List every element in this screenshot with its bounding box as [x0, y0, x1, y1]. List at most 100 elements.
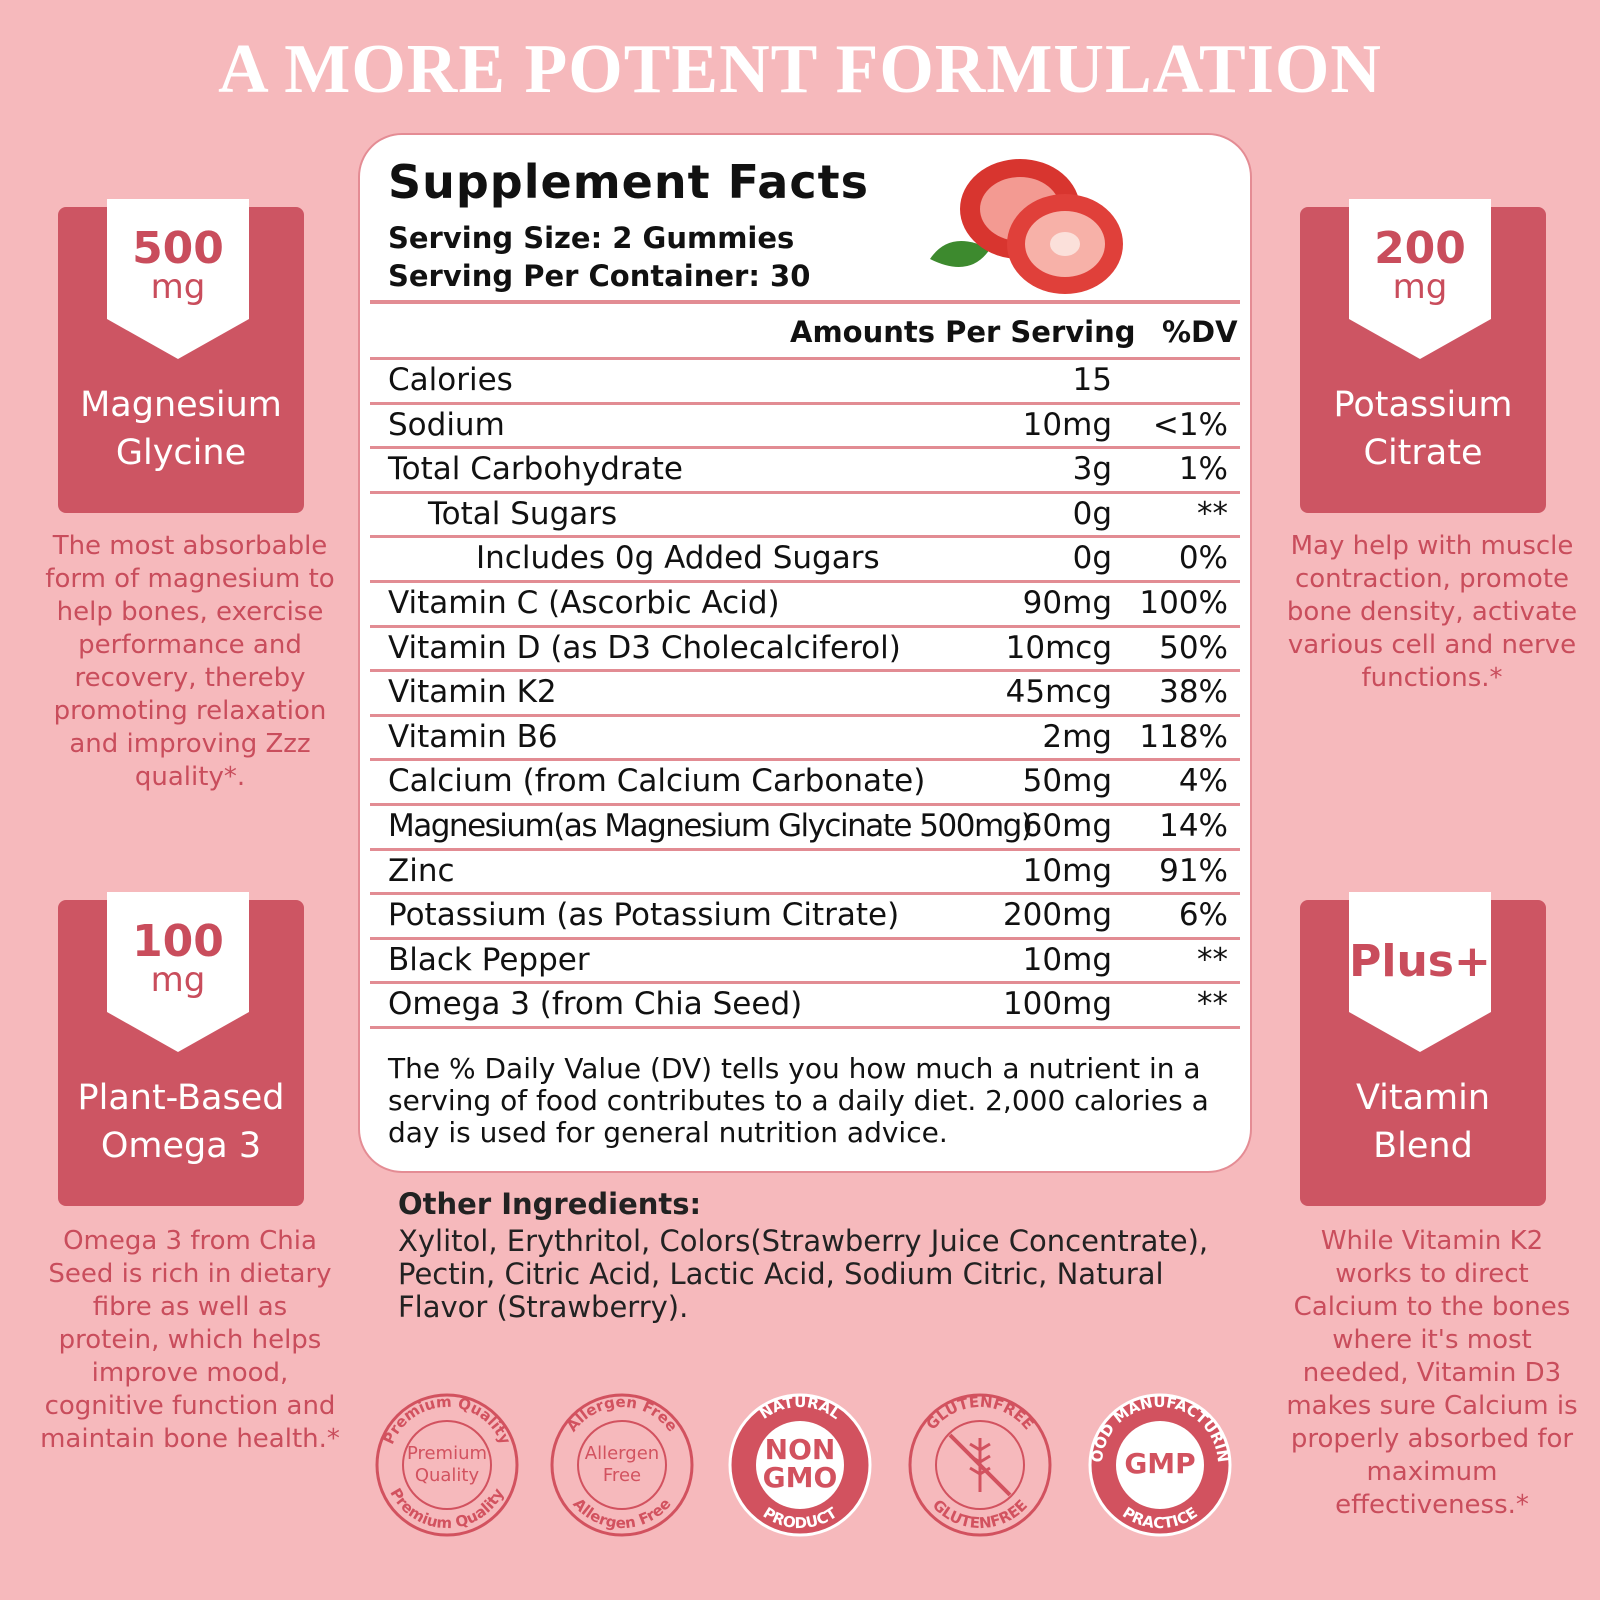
- badge-ring: [550, 1393, 694, 1537]
- fact-row: Calories 15: [370, 357, 1240, 404]
- feature-card: 100 mg Plant-Based Omega 3: [58, 892, 304, 1206]
- amount: 15: [1072, 362, 1112, 398]
- other-ingredients: Other Ingredients: Xylitol, Erythritol, …: [398, 1188, 1248, 1324]
- nutrient: Vitamin K2: [388, 674, 557, 711]
- feature-description: May help with muscle contraction, promot…: [1286, 531, 1578, 693]
- footnote: The % Daily Value (DV) tells you how muc…: [388, 1052, 1209, 1149]
- dv-header: %DV: [1162, 315, 1238, 349]
- daily-value: <1%: [1152, 406, 1228, 443]
- badge-center: GMO: [763, 1461, 838, 1494]
- badge-center: Quality: [415, 1465, 480, 1486]
- facts-panel: Supplement Facts Serving Size: 2 Gummies…: [358, 133, 1252, 1173]
- fact-row: Sodium 10mg <1%: [370, 401, 1240, 449]
- amount: 10mg: [1022, 852, 1112, 889]
- nutrient: Calcium (from Calcium Carbonate): [388, 763, 926, 800]
- feature-badge: 500 mg: [107, 199, 249, 359]
- feature-name: Vitamin Blend: [1355, 1078, 1491, 1166]
- daily-value: 0%: [1178, 540, 1228, 577]
- badge-unit: mg: [150, 267, 206, 307]
- title: A MORE POTENT FORMULATION: [218, 31, 1382, 108]
- badge-unit: mg: [1392, 267, 1448, 307]
- badge-center: NON: [765, 1433, 836, 1466]
- daily-value: **: [1197, 495, 1228, 532]
- daily-value: 4%: [1178, 763, 1228, 800]
- fact-row: Calcium (from Calcium Carbonate) 50mg 4%: [370, 758, 1240, 805]
- badge-ring: [375, 1393, 519, 1537]
- nutrient: Sodium: [388, 406, 505, 443]
- amount: 3g: [1072, 451, 1112, 488]
- feature-description: The most absorbable form of magnesium to…: [45, 531, 335, 792]
- feature-card: 200 mg Potassium Citrate: [1300, 199, 1546, 513]
- badge-inner: [1116, 1421, 1204, 1509]
- daily-value: 91%: [1159, 852, 1228, 889]
- amount: 200mg: [1002, 897, 1112, 934]
- feature-description: While Vitamin K2 works to direct Calcium…: [1286, 1226, 1578, 1520]
- amount: 50mg: [1022, 763, 1112, 800]
- feature-name: Magnesium Glycine: [80, 385, 282, 473]
- badge-inner: [756, 1421, 844, 1509]
- badge-center: Allergen: [585, 1443, 659, 1464]
- badge-center: Premium: [407, 1443, 487, 1464]
- badge-text: Plus+: [1349, 936, 1491, 987]
- amount: 45mcg: [1005, 674, 1112, 711]
- amount: 2mg: [1042, 718, 1112, 755]
- nutrient: Total Carbohydrate: [388, 451, 683, 488]
- amount: 0g: [1072, 540, 1112, 577]
- fact-row: Magnesium(as Magnesium Glycinate 500mg) 6…: [370, 803, 1240, 850]
- fact-row: Total Sugars 0g **: [370, 490, 1240, 538]
- nutrient: Omega 3 (from Chia Seed): [388, 986, 803, 1023]
- amount: 60mg: [1022, 808, 1112, 844]
- feature-name: Potassium Citrate: [1333, 385, 1513, 473]
- fact-row: Potassium (as Potassium Citrate) 200mg 6%: [370, 892, 1240, 939]
- badge-center: GMP: [1124, 1447, 1195, 1480]
- feature-card: 500 mg Magnesium Glycine: [58, 199, 304, 513]
- amount: 10mcg: [1005, 629, 1112, 666]
- badge-center: Free: [603, 1465, 641, 1486]
- nutrient: Zinc: [388, 852, 455, 889]
- nutrient: Total Sugars: [428, 495, 618, 532]
- fact-row: Includes 0g Added Sugars 0g 0%: [370, 535, 1240, 582]
- badge-amount: 100: [132, 916, 224, 967]
- badge-inner: [402, 1420, 492, 1510]
- feature-description: Omega 3 from Chia Seed is rich in dietar…: [40, 1226, 340, 1454]
- fact-row: Vitamin B6 2mg 118%: [370, 713, 1240, 761]
- daily-value: 118%: [1139, 718, 1228, 755]
- other-text: Xylitol, Erythritol, Colors(Strawberry J…: [398, 1224, 1209, 1324]
- amount-header: Amounts Per Serving: [790, 315, 1136, 349]
- fact-row: Vitamin K2 45mcg 38%: [370, 669, 1240, 716]
- amount: 100mg: [1002, 986, 1112, 1023]
- daily-value: 1%: [1178, 451, 1228, 488]
- feature-name: Plant-Based Omega 3: [77, 1078, 285, 1166]
- daily-value: 50%: [1159, 629, 1228, 666]
- nutrient: Vitamin B6: [388, 718, 558, 755]
- nutrient: Magnesium(as Magnesium Glycinate 500mg): [388, 808, 1033, 844]
- badge-unit: mg: [150, 960, 206, 1000]
- badge: GOOD MANUFACTURINGPRACTICEGMP: [1085, 1390, 1232, 1537]
- nutrient: Vitamin D (as D3 Cholecalciferol): [388, 629, 901, 666]
- amount: 0g: [1072, 495, 1112, 532]
- feature-badge: 100 mg: [107, 892, 249, 1052]
- badge-inner: [935, 1420, 1025, 1510]
- fact-row: Black Pepper 10mg **: [370, 936, 1240, 984]
- strawberry: [930, 159, 1123, 294]
- fact-row: Vitamin D (as D3 Cholecalciferol) 10mcg 50…: [370, 624, 1240, 672]
- fact-row: Zinc 10mg 91%: [370, 847, 1240, 895]
- nutrient: Calories: [388, 362, 513, 398]
- badge-amount: 200: [1374, 223, 1466, 274]
- fact-row: Vitamin C (Ascorbic Acid) 90mg 100%: [370, 580, 1240, 627]
- amount: 10mg: [1022, 406, 1112, 443]
- other-heading: Other Ingredients:: [398, 1187, 702, 1221]
- daily-value: 38%: [1159, 674, 1228, 711]
- nutrient: Black Pepper: [388, 941, 590, 978]
- badge-amount: 500: [132, 223, 224, 274]
- nutrient: Potassium (as Potassium Citrate): [388, 897, 900, 934]
- servings: Serving Per Container: 30: [388, 259, 811, 293]
- daily-value: 6%: [1178, 897, 1228, 934]
- nutrient: Includes 0g Added Sugars: [476, 540, 880, 577]
- badge-inner: [577, 1420, 667, 1510]
- daily-value: **: [1197, 986, 1228, 1023]
